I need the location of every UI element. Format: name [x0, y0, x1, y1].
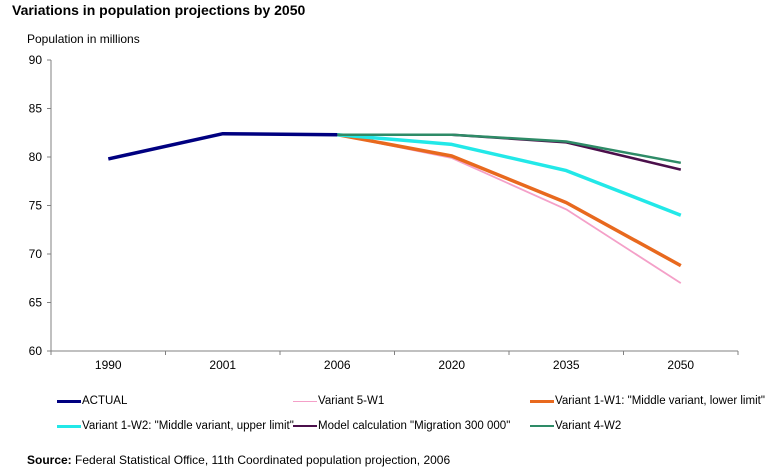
source-text: Federal Statistical Office, 11th Coordin… [71, 453, 451, 467]
series-lines [107, 131, 682, 284]
y-tick-label: 65 [29, 296, 43, 310]
source-label: Source: [27, 453, 72, 467]
source-note: Source: Federal Statistical Office, 11th… [27, 453, 450, 467]
legend-label: Variant 1-W1: "Middle variant, lower lim… [555, 395, 765, 407]
legend-item: Variant 4-W2 [530, 420, 621, 432]
legend-label: Model calculation "Migration 300 000" [318, 420, 511, 432]
x-tick-label: 2006 [324, 358, 351, 372]
legend-swatch [57, 424, 81, 428]
y-tick-label: 90 [29, 53, 43, 67]
y-tick-label: 70 [29, 247, 43, 261]
y-tick-label: 75 [29, 199, 43, 213]
legend-swatch [293, 425, 317, 427]
series-line-3 [337, 132, 682, 217]
axes: 60 65 70 75 80 85 90 1990 2001 2006 2020 2035 2050 [29, 53, 739, 372]
legend-swatch [57, 399, 81, 403]
legend-label: Variant 1-W2: "Middle variant, upper lim… [82, 420, 294, 432]
series-line-0 [107, 131, 338, 161]
y-axis-label: Population in millions [27, 32, 140, 46]
legend-item: Variant 1-W2: "Middle variant, upper lim… [57, 420, 294, 432]
x-tick-label: 2020 [438, 358, 465, 372]
legend-label: Variant 4-W2 [555, 420, 622, 432]
y-tick-label: 80 [29, 150, 43, 164]
legend-item: Model calculation "Migration 300 000" [293, 420, 510, 432]
series-line-5 [337, 133, 682, 165]
legend-item: Variant 1-W1: "Middle variant, lower lim… [530, 395, 765, 407]
chart-title: Variations in population projections by … [12, 2, 306, 18]
x-tick-label: 2001 [209, 358, 236, 372]
legend-item: Variant 5-W1 [293, 395, 384, 407]
legend-swatch [530, 425, 554, 427]
legend-swatch [293, 400, 317, 402]
legend-item: ACTUAL [57, 395, 127, 407]
y-tick-label: 85 [29, 102, 43, 116]
y-tick-label: 60 [29, 344, 43, 358]
legend-swatch [530, 399, 554, 403]
x-tick-label: 1990 [95, 358, 122, 372]
legend-label: ACTUAL [82, 395, 128, 407]
x-tick-label: 2035 [553, 358, 580, 372]
legend-label: Variant 5-W1 [318, 395, 385, 407]
x-tick-label: 2050 [667, 358, 694, 372]
series-line-2 [336, 132, 682, 268]
